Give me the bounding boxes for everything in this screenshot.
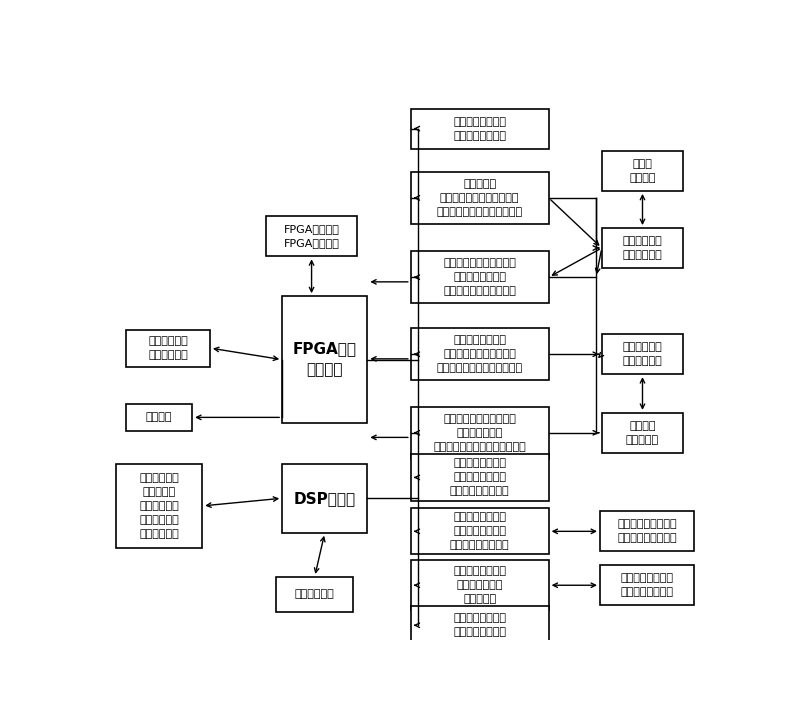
Text: 传感器
执行机构: 传感器 执行机构 xyxy=(630,159,656,183)
Text: DSP控制器: DSP控制器 xyxy=(294,491,356,505)
Bar xyxy=(282,296,367,423)
Bar xyxy=(602,228,683,268)
Text: 现场总线控制单元
串行通信处理单元
工业以太网控制单元: 现场总线控制单元 串行通信处理单元 工业以太网控制单元 xyxy=(450,513,510,550)
Text: 系统时钟处理单元
系统电源保护单元: 系统时钟处理单元 系统电源保护单元 xyxy=(454,613,506,637)
Bar xyxy=(115,464,202,549)
Text: 伺服轴脉冲发生器
伺服轴反馈脉冲中计数器
伺服轴与脉冲发生器动态匹配: 伺服轴脉冲发生器 伺服轴反馈脉冲中计数器 伺服轴与脉冲发生器动态匹配 xyxy=(437,335,523,373)
Bar xyxy=(282,464,367,533)
Text: 人机界面接口单元
故障显示、报警
与处理单元: 人机界面接口单元 故障显示、报警 与处理单元 xyxy=(454,567,506,604)
Bar xyxy=(410,251,549,303)
Text: 系统配置单元
看门狗单元
启动处理单元
仿真接口单元
状态指示单元: 系统配置单元 看门狗单元 启动处理单元 仿真接口单元 状态指示单元 xyxy=(139,473,178,539)
Text: 地址总线控制单元
数据总线控制单元: 地址总线控制单元 数据总线控制单元 xyxy=(454,116,506,141)
Bar xyxy=(410,407,549,459)
Bar xyxy=(410,508,549,554)
Bar xyxy=(602,413,683,453)
Text: 脉冲发生器
数字与模拟量转换控制单元
通用数字量输入输出控制单元: 脉冲发生器 数字与模拟量转换控制单元 通用数字量输入输出控制单元 xyxy=(437,179,523,217)
Bar xyxy=(266,216,358,257)
Text: 速度前馈与反馈控制模块
高精度定位模块
动态匹配过程中的速度平滑模块: 速度前馈与反馈控制模块 高精度定位模块 动态匹配过程中的速度平滑模块 xyxy=(434,413,526,452)
Bar xyxy=(126,403,192,431)
Text: 电机接口单元
长线驱动单元: 电机接口单元 长线驱动单元 xyxy=(622,342,662,366)
Bar xyxy=(410,109,549,149)
Bar xyxy=(410,328,549,380)
Text: 逻辑过程控制单元
程序流程选择单元
参数发生与分配单元: 逻辑过程控制单元 程序流程选择单元 参数发生与分配单元 xyxy=(450,459,510,496)
Text: 伺服电机
反馈编码器: 伺服电机 反馈编码器 xyxy=(626,421,659,445)
Text: FPGA逻辑
运算单元: FPGA逻辑 运算单元 xyxy=(293,342,357,377)
Bar xyxy=(410,560,549,610)
Text: 电源管理模块: 电源管理模块 xyxy=(294,590,334,600)
Bar xyxy=(602,151,683,191)
Bar xyxy=(600,565,694,605)
Text: 存储单元: 存储单元 xyxy=(146,413,172,422)
Bar xyxy=(410,172,549,224)
Text: 本地状态显示单元
本地操作面板单元: 本地状态显示单元 本地操作面板单元 xyxy=(621,573,674,597)
Text: 上位机指令传递单元
状态及参数返回单元: 上位机指令传递单元 状态及参数返回单元 xyxy=(618,519,677,544)
Text: 脉冲反馈分倍频控制单元
反馈脉冲计数单元
位置、原点捕获功能模块: 脉冲反馈分倍频控制单元 反馈脉冲计数单元 位置、原点捕获功能模块 xyxy=(443,258,516,296)
Bar xyxy=(126,329,210,367)
Bar xyxy=(602,334,683,375)
Text: 电源管理模块
系统时钟模块: 电源管理模块 系统时钟模块 xyxy=(148,336,188,360)
Text: 信号放大单元
信号隔离单元: 信号放大单元 信号隔离单元 xyxy=(622,236,662,260)
Bar xyxy=(410,454,549,500)
Bar xyxy=(600,511,694,551)
Text: FPGA配置模块
FPGA仿真模块: FPGA配置模块 FPGA仿真模块 xyxy=(284,224,339,249)
Bar xyxy=(410,606,549,644)
Bar xyxy=(276,577,354,612)
